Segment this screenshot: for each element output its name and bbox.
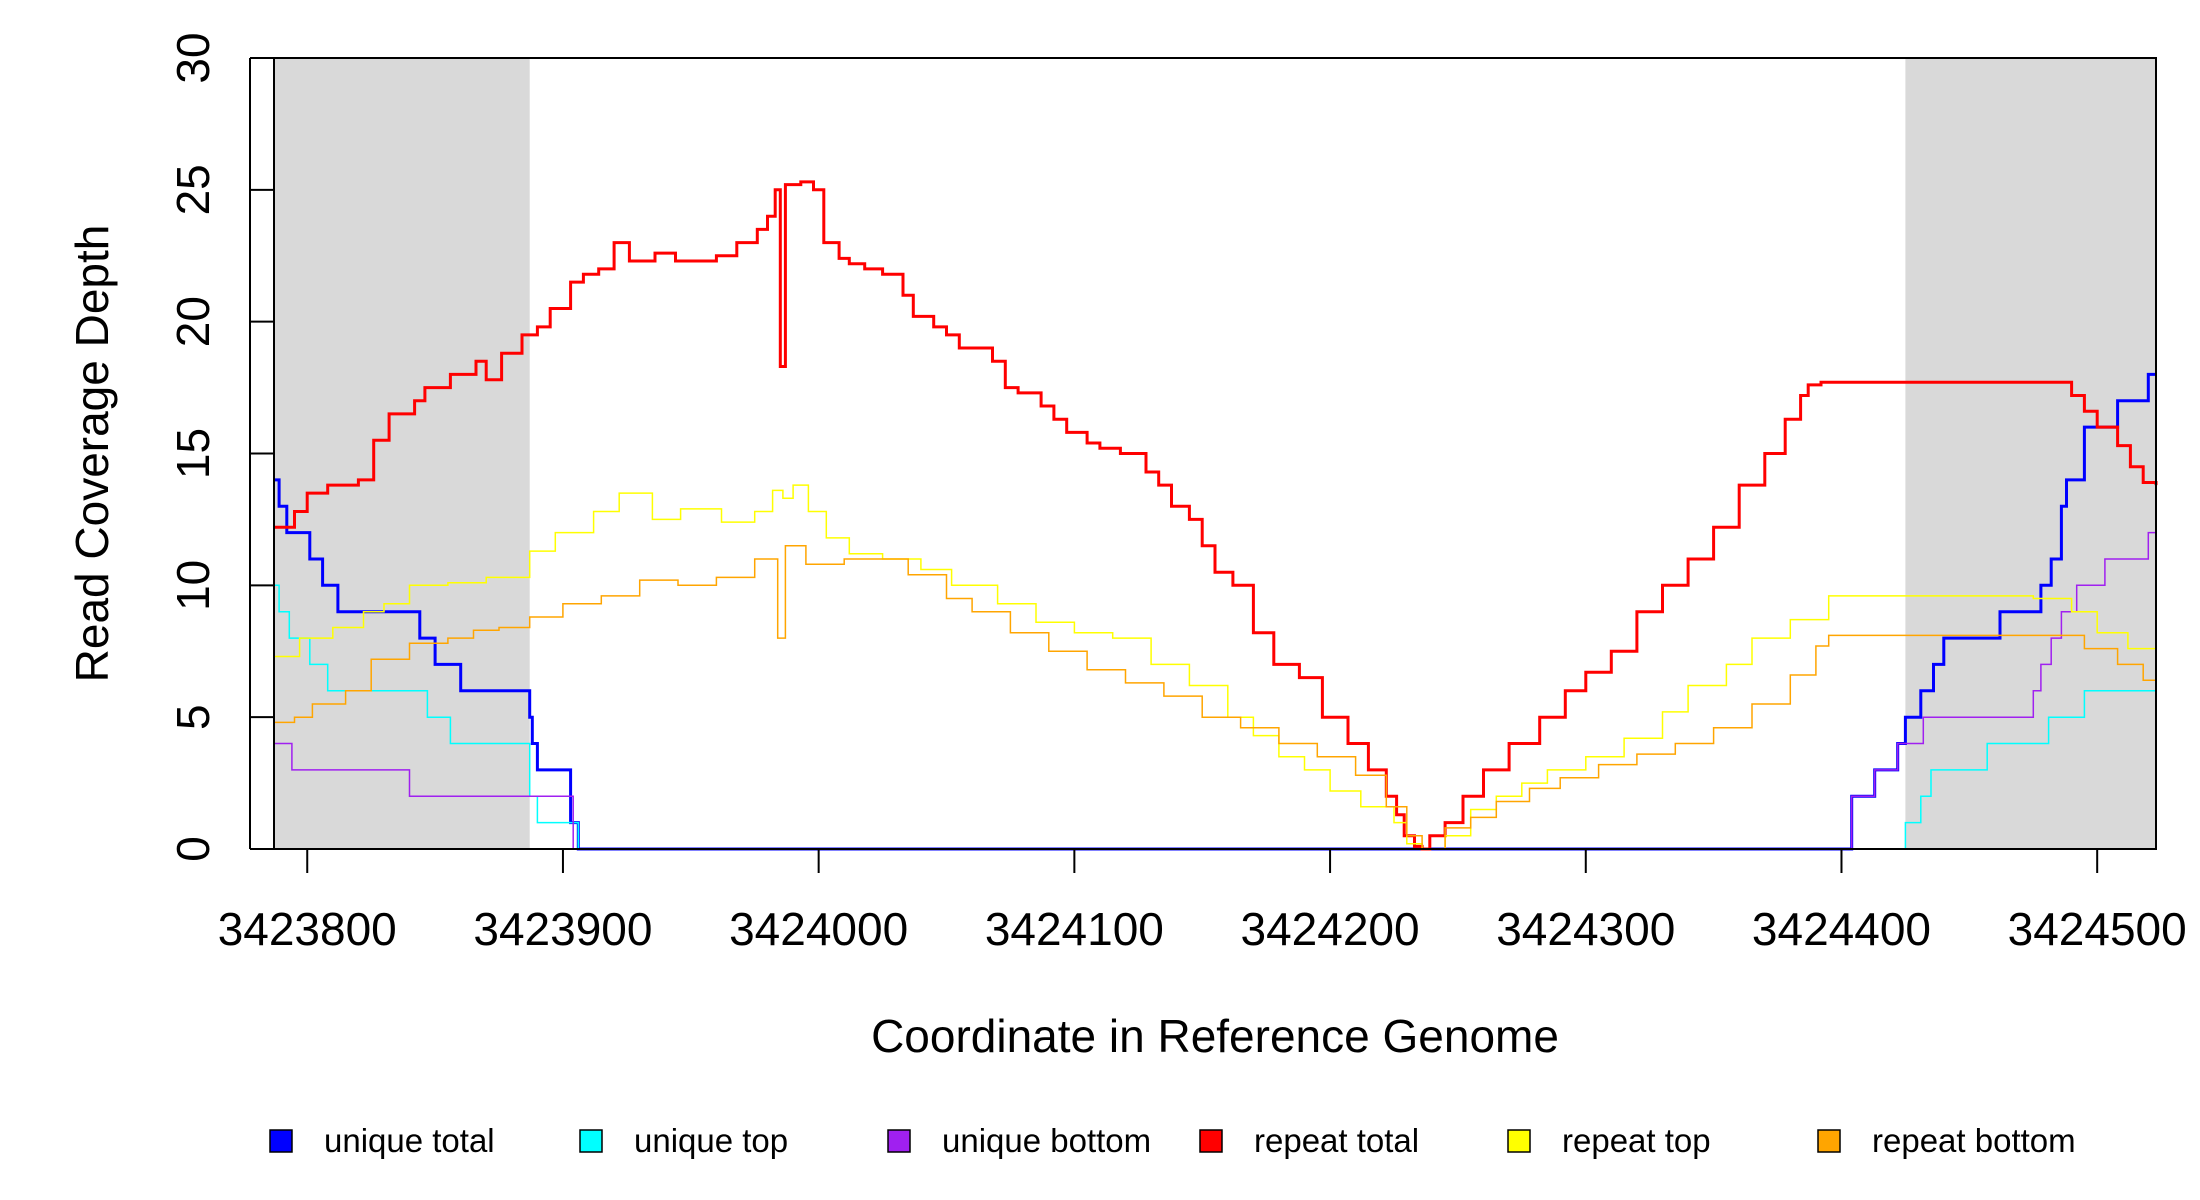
y-tick-label: 15 bbox=[167, 428, 219, 479]
y-tick-label: 20 bbox=[167, 296, 219, 347]
y-tick-label: 30 bbox=[167, 32, 219, 83]
x-tick-label: 3424500 bbox=[2008, 903, 2187, 955]
x-tick-label: 3424300 bbox=[1496, 903, 1675, 955]
legend-label-unique-top: unique top bbox=[634, 1122, 788, 1159]
y-axis-title: Read Coverage Depth bbox=[66, 225, 118, 683]
legend-swatch-repeat-total bbox=[1199, 1129, 1223, 1153]
y-tick-label: 0 bbox=[167, 836, 219, 862]
legend-label-unique-bottom: unique bottom bbox=[942, 1122, 1151, 1159]
y-tick-label: 10 bbox=[167, 560, 219, 611]
legend-label-repeat-top: repeat top bbox=[1562, 1122, 1711, 1159]
legend-swatch-unique-total bbox=[269, 1129, 293, 1153]
shaded-region-1 bbox=[274, 58, 530, 849]
legend: unique total unique top unique bottom repea… bbox=[269, 1122, 2076, 1159]
legend-swatch-unique-top bbox=[579, 1129, 603, 1153]
series-line-unique-total bbox=[274, 372, 2156, 851]
legend-swatch-repeat-bottom bbox=[1817, 1129, 1841, 1153]
y-tick-label: 25 bbox=[167, 164, 219, 215]
y-axis: 0 5 10 15 20 25 30 bbox=[167, 32, 274, 862]
legend-label-repeat-bottom: repeat bottom bbox=[1872, 1122, 2076, 1159]
legend-label-unique-total: unique total bbox=[324, 1122, 495, 1159]
series-line-unique-top bbox=[274, 584, 2156, 850]
legend-label-repeat-total: repeat total bbox=[1254, 1122, 1419, 1159]
series-line-unique-bottom bbox=[274, 531, 2156, 850]
series-line-repeat-top bbox=[274, 484, 2157, 850]
x-tick-label: 3424400 bbox=[1752, 903, 1931, 955]
y-tick-label: 5 bbox=[167, 704, 219, 730]
x-tick-label: 3423800 bbox=[218, 903, 397, 955]
x-axis: 3423800 3423900 3424000 3424100 3424200 34243… bbox=[218, 848, 2187, 955]
x-axis-title: Coordinate in Reference Genome bbox=[871, 1010, 1559, 1062]
legend-swatch-unique-bottom bbox=[887, 1129, 911, 1153]
x-tick-label: 3424100 bbox=[985, 903, 1164, 955]
x-tick-label: 3424200 bbox=[1241, 903, 1420, 955]
shaded-region-2 bbox=[1905, 58, 2156, 849]
legend-swatch-repeat-top bbox=[1507, 1129, 1531, 1153]
x-tick-label: 3424000 bbox=[729, 903, 908, 955]
series-line-repeat-bottom bbox=[274, 545, 2157, 850]
series-line-repeat-total bbox=[274, 180, 2158, 851]
x-tick-label: 3423900 bbox=[473, 903, 652, 955]
plot-frame bbox=[273, 57, 2157, 850]
